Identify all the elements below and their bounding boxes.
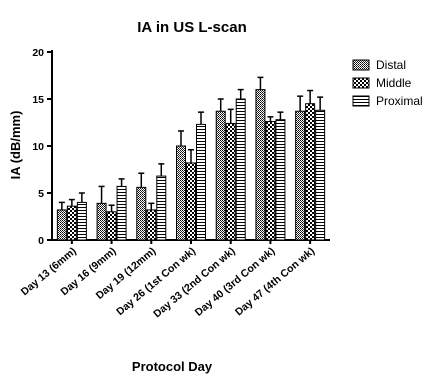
- bar-distal: [295, 110, 306, 241]
- legend-swatch-distal: [352, 59, 370, 71]
- bar-proximal: [196, 123, 206, 241]
- legend-swatch-middle: [352, 77, 370, 89]
- chart-title: IA in US L-scan: [137, 19, 246, 36]
- bar-proximal: [156, 175, 167, 241]
- bar-distal: [96, 202, 107, 241]
- legend-label-proximal: Proximal: [376, 94, 423, 108]
- y-tick-label: 5: [38, 188, 44, 200]
- y-tick-label: 15: [32, 94, 44, 106]
- bar-distal: [176, 145, 186, 241]
- bar-proximal: [116, 185, 127, 241]
- y-axis-label: IA (dB/mm): [8, 111, 23, 180]
- bar-middle: [305, 103, 316, 241]
- bar-distal: [255, 89, 266, 241]
- bar-distal: [136, 186, 147, 241]
- bar-proximal: [275, 119, 286, 241]
- bar-middle: [66, 205, 77, 241]
- y-tick-label: 0: [38, 235, 44, 247]
- bar-proximal: [76, 201, 87, 241]
- bar-middle: [265, 121, 276, 241]
- bar-middle: [106, 211, 117, 241]
- legend-swatch-proximal: [352, 95, 370, 107]
- bar-proximal: [235, 98, 246, 241]
- y-tick-label: 20: [32, 47, 44, 59]
- y-tick-label: 10: [32, 141, 44, 153]
- legend-label-middle: Middle: [376, 76, 412, 90]
- bar-distal: [215, 110, 226, 241]
- legend: Distal Middle Proximal: [352, 58, 423, 108]
- bar-middle: [225, 122, 236, 241]
- bar-middle: [186, 162, 196, 241]
- bar-middle: [146, 209, 157, 241]
- legend-label-distal: Distal: [376, 58, 406, 72]
- bar-proximal: [315, 109, 326, 241]
- bar-distal: [56, 209, 67, 241]
- x-axis-label: Protocol Day: [132, 359, 213, 374]
